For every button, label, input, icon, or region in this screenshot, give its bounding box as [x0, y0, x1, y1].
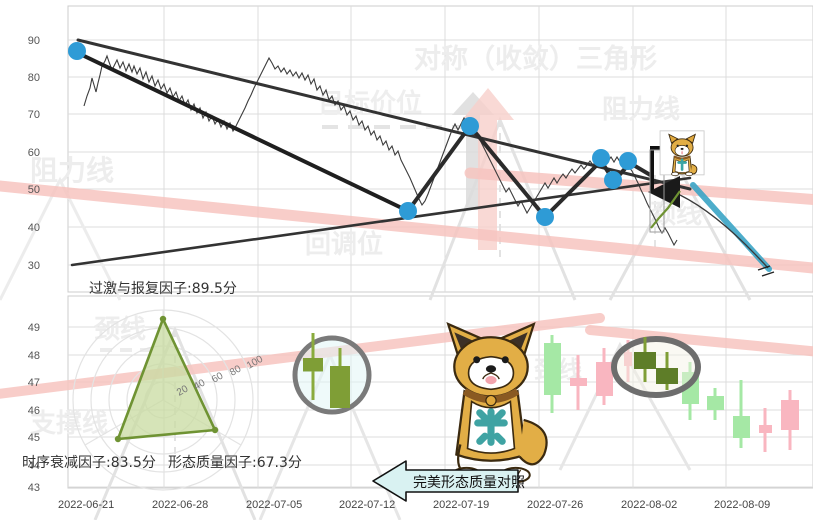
ytick-candle-3: 46 [28, 405, 40, 417]
callout-label: 完美形态质量对照 [413, 475, 525, 491]
ytick-candle-1: 48 [28, 350, 40, 362]
xtick-4: 2022-07-19 [433, 499, 489, 511]
pivot-marker-2 [399, 202, 417, 220]
ytick-main-4: 50 [28, 184, 40, 196]
ytick-candle-5: 44 [28, 460, 40, 472]
upper-resistance-trendline [76, 38, 692, 191]
candle-doji [570, 378, 587, 386]
watermark-retracement-level: 回调位 [305, 229, 383, 260]
xtick-0: 2022-06-21 [58, 499, 114, 511]
ytick-main-1: 80 [28, 72, 40, 84]
ytick-main-6: 30 [28, 260, 40, 272]
pivot-marker-1 [68, 42, 86, 60]
ytick-candle-4: 45 [28, 432, 40, 444]
watermark-text-group: 阻力线 回调位 目标价位 对称（收敛）三角形 阻力线 颈线 颈线 支撑线 颈线 [30, 43, 702, 439]
quality-radar-chart: 20 40 60 80 100 [72, 309, 265, 491]
shiba-inu-icon [659, 130, 705, 177]
pivot-marker-7 [619, 152, 637, 170]
ytick-main-2: 70 [28, 109, 40, 121]
xtick-5: 2022-07-26 [527, 499, 583, 511]
pivot-markers [68, 42, 637, 226]
radar-axis-label-overreaction: 过激与报复因子:89.5分 [89, 280, 237, 297]
pivot-marker-6 [604, 171, 622, 189]
ytick-candle-6: 43 [28, 482, 40, 494]
lower-support-trendline [70, 176, 692, 267]
projection-curve [679, 194, 769, 269]
pivot-marker-3 [461, 117, 479, 135]
candlestick-series [292, 333, 799, 452]
watermark-resistance-line-left: 阻力线 [30, 154, 114, 187]
watermark-symmetrical-triangle: 对称（收敛）三角形 [414, 43, 657, 75]
candle-down [596, 362, 613, 396]
xtick-3: 2022-07-12 [339, 499, 395, 511]
xtick-7: 2022-08-09 [714, 499, 770, 511]
xtick-2: 2022-07-05 [246, 499, 302, 511]
trendlines [70, 38, 692, 267]
candle-up [544, 343, 561, 395]
x-axis-labels: 2022-06-21 2022-06-28 2022-07-05 2022-07… [58, 499, 770, 511]
candlestick-panel-yaxis: 49 48 47 46 45 44 43 [28, 322, 40, 494]
main-panel-yaxis: 90 80 70 60 50 40 30 [28, 35, 40, 272]
xtick-1: 2022-06-28 [152, 499, 208, 511]
watermark-resistance-line-right: 阻力线 [602, 95, 680, 125]
breakdown-projection-group [648, 146, 775, 277]
candle-group-circle-front [303, 338, 350, 408]
watermark-support-line: 支撑线 [30, 409, 108, 439]
candle-group-ellipse-front [634, 337, 678, 390]
perfect-pattern-quality-callout[interactable]: 完美形态质量对照 [372, 460, 525, 502]
radar-area [116, 317, 217, 441]
ytick-candle-0: 49 [28, 322, 40, 334]
ytick-main-3: 60 [28, 147, 40, 159]
ytick-main-5: 40 [28, 222, 40, 234]
watermark-neckline-left: 颈线 [94, 315, 146, 345]
radar-scale-80: 80 [228, 363, 244, 378]
pivot-marker-5 [592, 149, 610, 167]
shiba-inu-illustration [446, 322, 548, 484]
channel-descending-trendline [78, 52, 410, 213]
price-series [83, 54, 678, 247]
xtick-6: 2022-08-02 [621, 499, 677, 511]
ytick-candle-2: 47 [28, 377, 40, 389]
pivot-marker-4 [536, 208, 554, 226]
radar-scale-40: 40 [192, 377, 208, 392]
radar-axis-label-pattern-quality: 形态质量因子:67.3分 [168, 455, 302, 471]
ytick-main-0: 90 [28, 35, 40, 47]
radar-axis-label-time-decay: 时序衰减因子:83.5分 [22, 454, 156, 471]
radar-scale-60: 60 [210, 370, 226, 385]
radar-scale-20: 20 [175, 383, 191, 398]
